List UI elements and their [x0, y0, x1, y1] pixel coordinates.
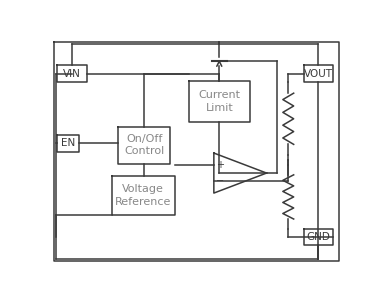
Text: Voltage: Voltage: [122, 184, 164, 194]
Text: VOUT: VOUT: [304, 69, 333, 79]
Text: Current: Current: [198, 90, 240, 100]
Text: +: +: [217, 160, 224, 170]
Text: Reference: Reference: [115, 196, 172, 206]
Text: On/Off: On/Off: [126, 134, 162, 144]
Text: Control: Control: [124, 146, 164, 157]
Text: GND: GND: [306, 232, 330, 242]
Text: −: −: [216, 176, 225, 187]
Text: EN: EN: [61, 138, 75, 148]
Text: VIN: VIN: [63, 69, 81, 79]
Text: Limit: Limit: [205, 103, 233, 112]
